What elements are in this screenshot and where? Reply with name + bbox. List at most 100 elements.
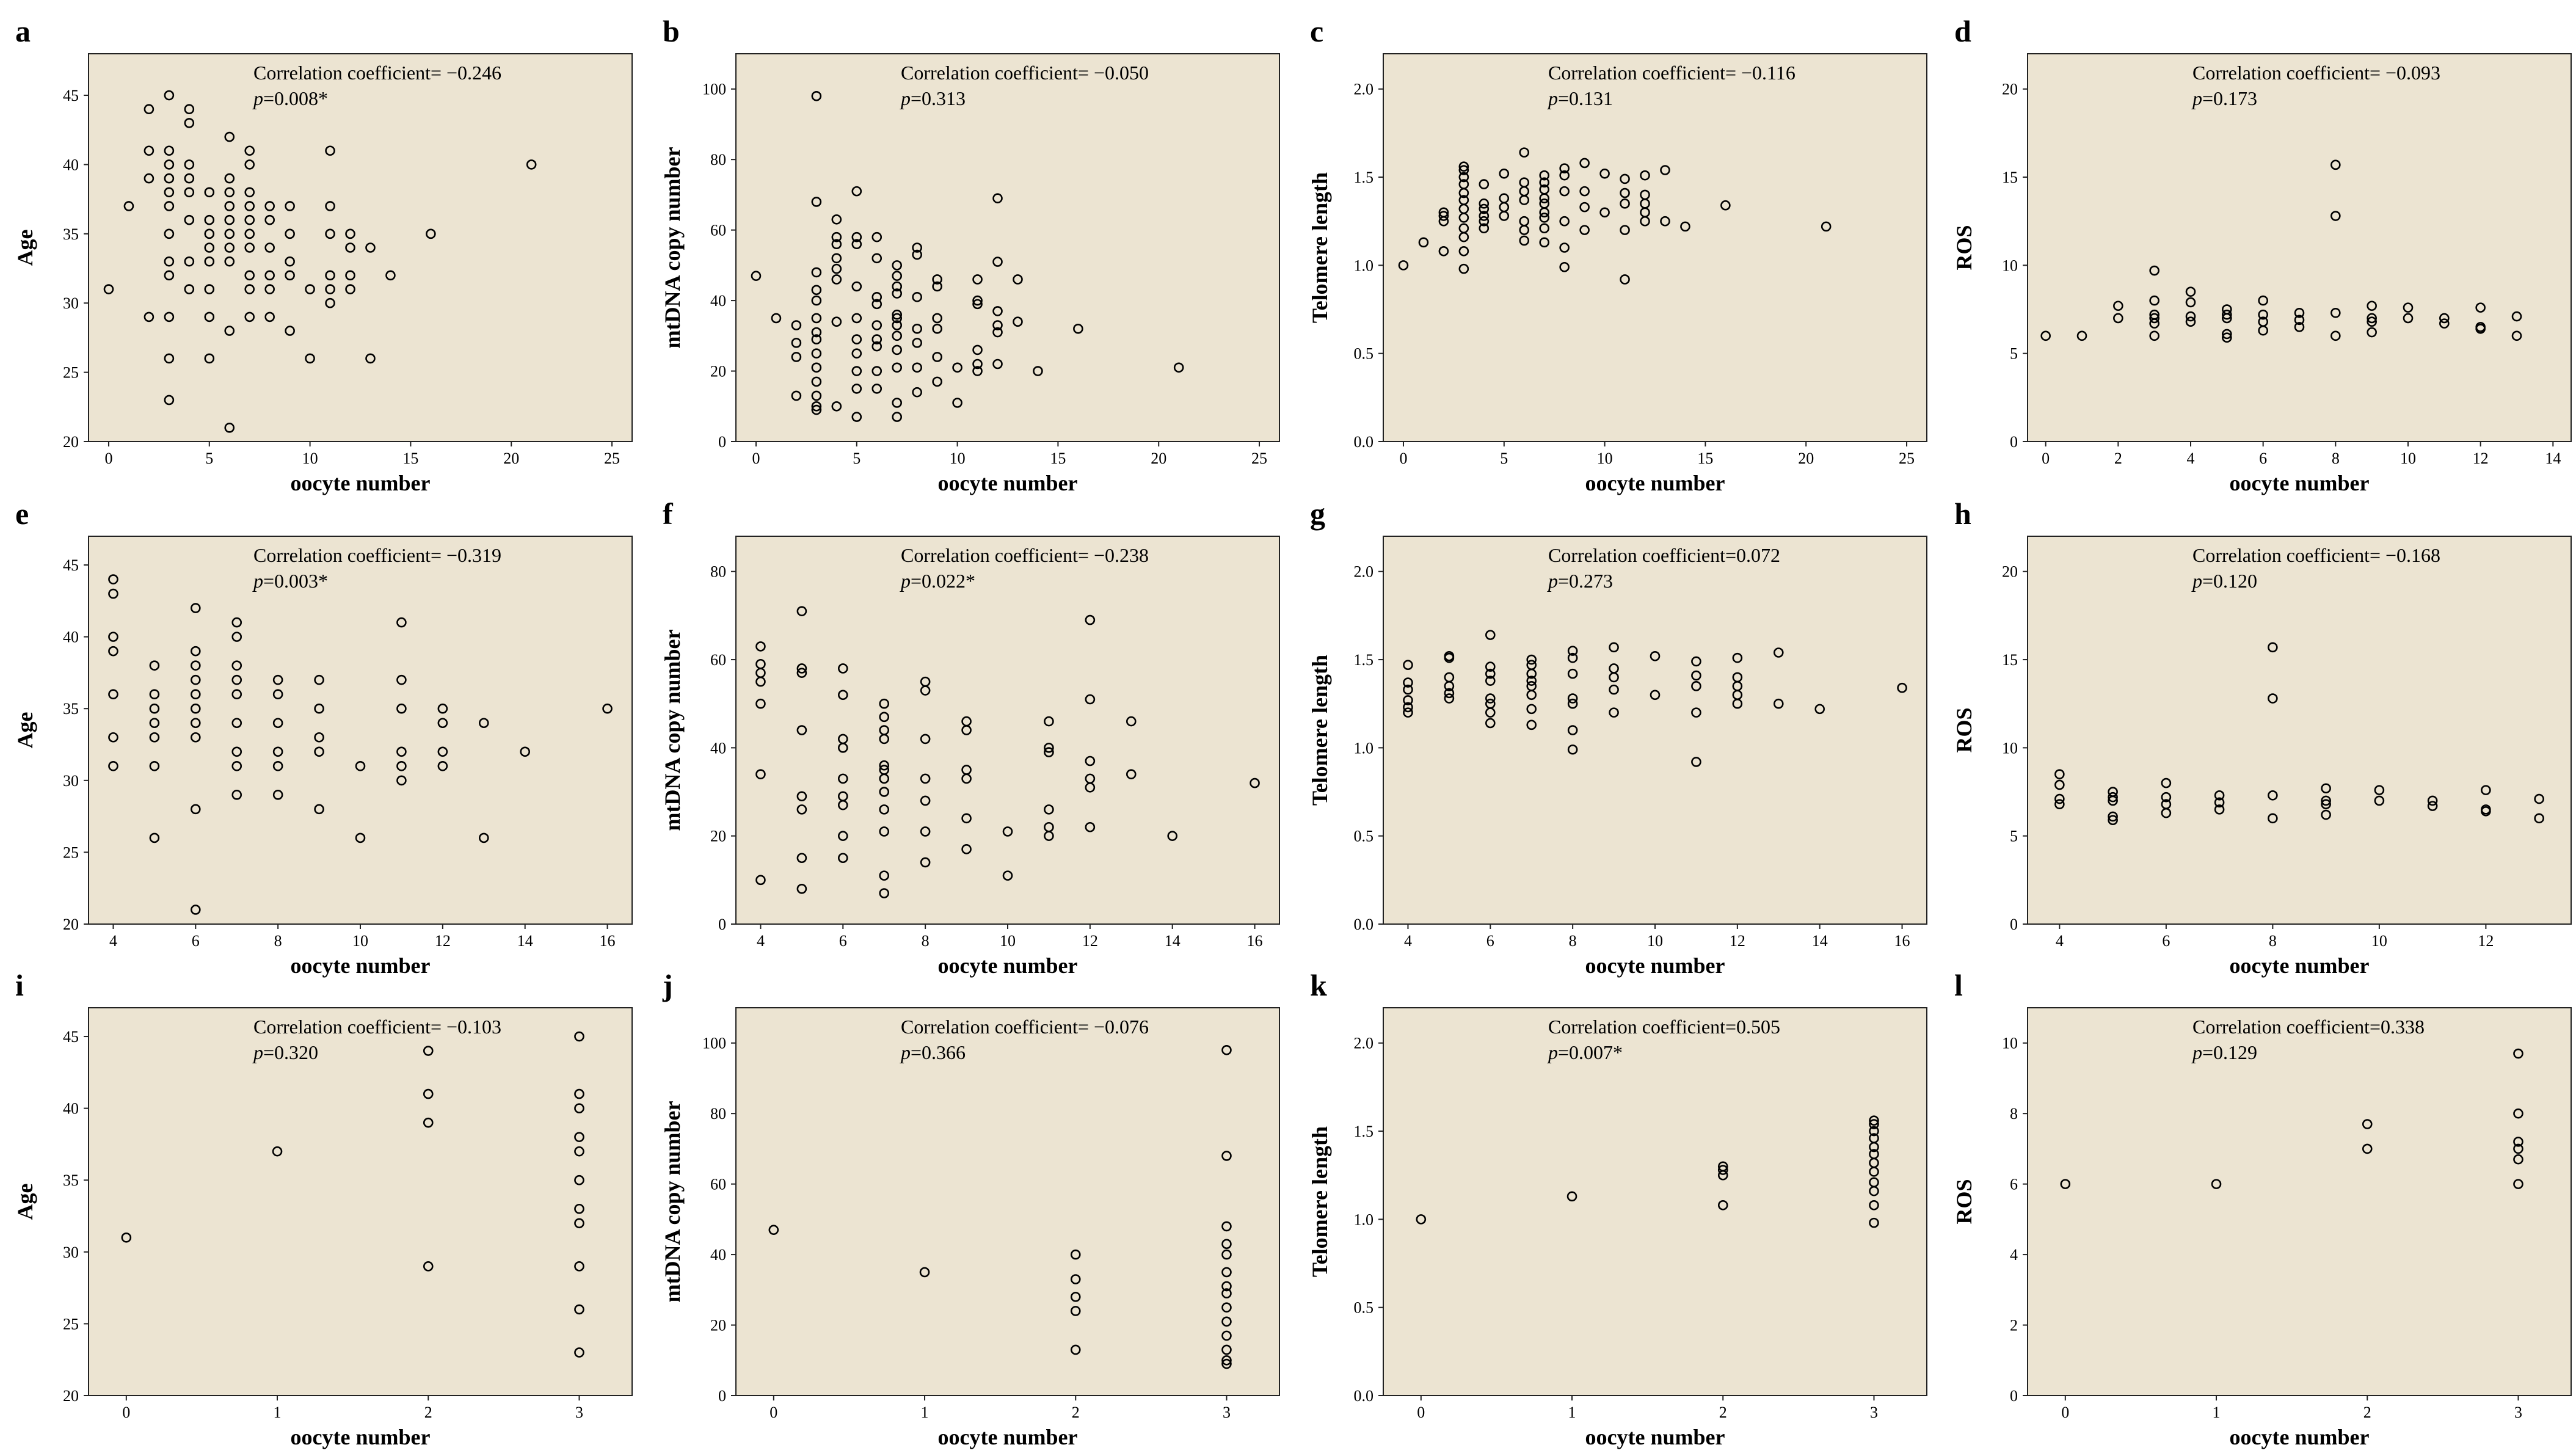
data-point	[244, 311, 255, 322]
data-point	[892, 281, 903, 292]
data-point	[574, 1088, 584, 1099]
x-tick-label: 16	[600, 932, 616, 950]
data-point	[365, 242, 376, 253]
data-point	[520, 746, 530, 757]
data-point	[1085, 694, 1096, 705]
data-point	[1821, 221, 1832, 232]
data-point	[285, 228, 295, 239]
x-tick-label: 16	[1247, 932, 1263, 950]
data-point	[1485, 676, 1496, 686]
data-point	[224, 326, 235, 336]
data-point	[204, 311, 215, 322]
x-tick-label: 2	[1719, 1404, 1727, 1421]
data-point	[2534, 813, 2544, 824]
y-tick-label: 80	[710, 563, 726, 581]
data-point	[1869, 1200, 1879, 1211]
data-point	[879, 765, 890, 775]
y-tick-label: 60	[710, 1176, 726, 1193]
correlation-coefficient-label: Correlation coefficient= −0.246	[253, 62, 501, 84]
data-point	[2513, 1108, 2523, 1119]
data-point	[791, 352, 802, 362]
data-point	[920, 734, 931, 745]
data-point	[2185, 286, 2196, 297]
data-point	[932, 352, 942, 362]
data-point	[2222, 309, 2232, 320]
data-point	[285, 201, 295, 211]
x-tick-label: 10	[1000, 932, 1016, 950]
data-point	[992, 359, 1003, 370]
x-tick-label: 2	[424, 1404, 432, 1421]
data-point	[325, 201, 335, 211]
x-axis-title: oocyte number	[2230, 1425, 2370, 1449]
data-point	[224, 228, 235, 239]
data-point	[1814, 704, 1825, 715]
data-point	[1013, 274, 1023, 285]
data-point	[1620, 198, 1630, 209]
data-point	[396, 746, 407, 757]
data-point	[1526, 654, 1537, 665]
p-value-label: p=0.003*	[252, 570, 328, 592]
data-point	[1539, 223, 1550, 234]
x-tick-label: 0	[752, 450, 760, 467]
data-point	[1044, 804, 1054, 815]
data-point	[123, 201, 134, 211]
data-point	[1221, 1316, 1232, 1327]
data-point	[1539, 213, 1550, 223]
data-point	[920, 826, 931, 837]
data-point	[1070, 1344, 1081, 1355]
y-tick-label: 45	[63, 87, 79, 104]
data-point	[1640, 189, 1650, 200]
x-tick-label: 4	[757, 932, 765, 950]
data-point	[204, 214, 215, 225]
data-point	[796, 606, 807, 616]
data-point	[2149, 265, 2159, 276]
data-point	[791, 320, 802, 330]
p-value-label: p=0.129	[2191, 1041, 2257, 1063]
x-axis-title: oocyte number	[938, 1425, 1078, 1449]
data-point	[796, 791, 807, 802]
p-value-text: =0.320	[263, 1041, 318, 1063]
data-point	[811, 327, 822, 338]
data-point	[1221, 1151, 1232, 1161]
p-value-label: p=0.008*	[252, 87, 328, 109]
x-tick-label: 0	[1417, 1404, 1425, 1421]
x-axis-title: oocyte number	[938, 953, 1078, 978]
data-point	[1002, 826, 1013, 837]
y-tick-label: 20	[710, 1317, 726, 1335]
y-tick-label: 35	[63, 1171, 79, 1189]
data-point	[1485, 661, 1496, 672]
data-point	[191, 689, 201, 700]
x-tick-label: 0	[2061, 1404, 2069, 1421]
data-point	[2149, 330, 2159, 341]
plot-area	[735, 1007, 1280, 1396]
data-point	[325, 284, 335, 294]
data-point	[1567, 744, 1578, 755]
y-tick-label: 10	[2002, 257, 2018, 274]
p-value-text: =0.007*	[1558, 1041, 1623, 1063]
y-tick-label: 5	[2010, 345, 2018, 363]
p-value-text: =0.008*	[263, 87, 328, 109]
data-point	[2185, 316, 2196, 327]
data-point	[1650, 650, 1661, 661]
data-point	[1499, 193, 1510, 203]
x-tick-label: 6	[2259, 450, 2267, 467]
data-point	[992, 320, 1003, 330]
data-point	[838, 831, 848, 841]
data-point	[204, 187, 215, 198]
data-point	[314, 674, 324, 685]
data-point	[574, 1132, 584, 1142]
data-point	[272, 746, 283, 757]
data-point	[768, 1225, 779, 1235]
y-tick-label: 20	[2002, 563, 2018, 581]
data-point	[2268, 790, 2278, 801]
data-point	[961, 813, 972, 824]
data-point	[224, 256, 235, 267]
y-axis-title: mtDNA copy number	[660, 1101, 685, 1302]
x-tick-label: 2	[1072, 1404, 1080, 1421]
x-tick-label: 1	[2213, 1404, 2221, 1421]
data-point	[1773, 647, 1784, 658]
data-point	[920, 676, 931, 687]
data-point	[879, 804, 890, 815]
data-point	[1567, 652, 1578, 663]
